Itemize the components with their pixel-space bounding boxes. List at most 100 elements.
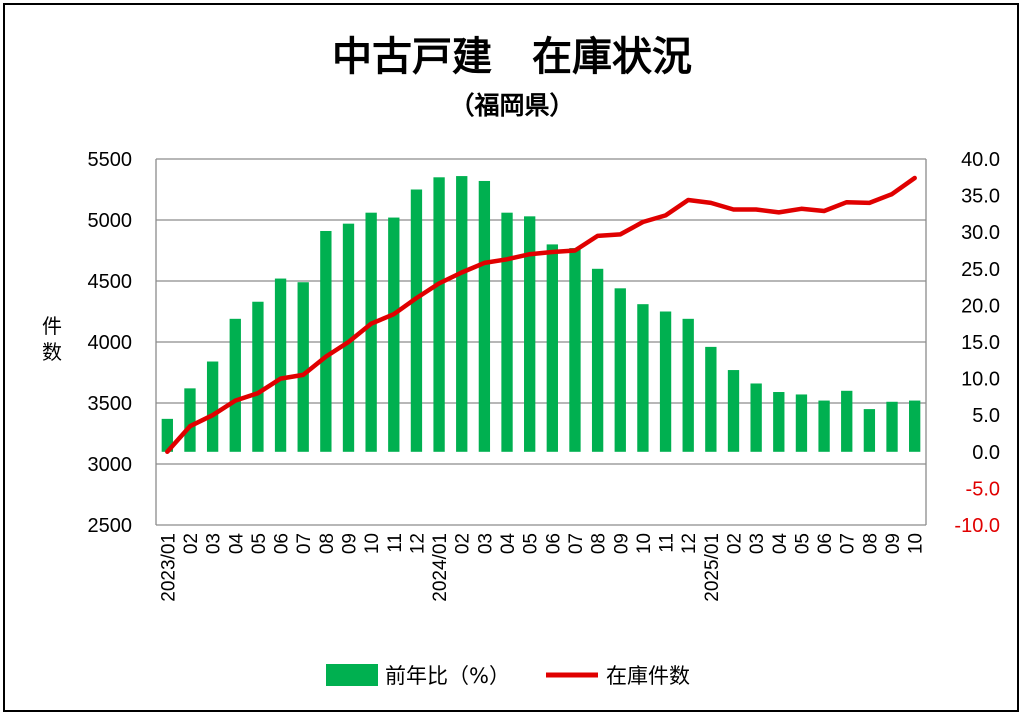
left-tick-label: 2500 bbox=[88, 515, 133, 537]
bar bbox=[297, 282, 309, 452]
legend: 前年比（%） 在庫件数 bbox=[326, 664, 690, 688]
right-axis-ticks: 40.0 35.0 30.0 25.0 20.0 15.0 10.0 5.0 0.0 -5.0 -1… bbox=[954, 149, 1000, 537]
line-series bbox=[165, 175, 917, 455]
x-tick-label: 06 bbox=[272, 533, 293, 554]
bar bbox=[456, 176, 468, 452]
x-tick-label: 03 bbox=[204, 533, 225, 554]
x-tick-label: 2023/01 bbox=[158, 533, 179, 602]
bar bbox=[841, 390, 853, 452]
x-axis-ticks: 2023/01 02 03 04 05 06 07 08 09 10 11 12 2024/01 02 03… bbox=[158, 533, 926, 602]
x-tick-label: 08 bbox=[860, 533, 881, 554]
right-tick-label: 10.0 bbox=[961, 369, 1000, 391]
bar bbox=[773, 392, 785, 452]
x-tick-label: 04 bbox=[498, 533, 519, 555]
line-path bbox=[165, 175, 917, 455]
bar bbox=[410, 189, 423, 452]
right-tick-label: -10.0 bbox=[954, 515, 1000, 537]
gridlines bbox=[156, 158, 926, 526]
right-tick-label: 25.0 bbox=[961, 259, 1000, 281]
x-tick-label: 02 bbox=[725, 533, 746, 554]
x-tick-label: 2025/01 bbox=[702, 533, 723, 602]
x-tick-label: 12 bbox=[679, 533, 700, 554]
x-tick-label: 08 bbox=[317, 533, 338, 554]
x-tick-label: 2024/01 bbox=[430, 533, 451, 602]
legend-bar-swatch bbox=[326, 664, 378, 686]
bar bbox=[727, 370, 740, 452]
bar bbox=[433, 177, 445, 452]
left-tick-label: 4500 bbox=[88, 271, 133, 293]
right-tick-label: 35.0 bbox=[961, 186, 1000, 208]
x-tick-label: 10 bbox=[906, 533, 927, 554]
left-tick-label: 5000 bbox=[88, 210, 133, 232]
bar bbox=[320, 230, 332, 452]
x-tick-label: 10 bbox=[362, 533, 383, 554]
legend-bar-label: 前年比（%） bbox=[385, 664, 510, 688]
x-tick-label: 06 bbox=[543, 533, 564, 554]
x-tick-label: 03 bbox=[747, 533, 768, 554]
bar bbox=[274, 278, 287, 452]
bar bbox=[546, 244, 558, 452]
bar bbox=[229, 318, 241, 452]
x-tick-label: 05 bbox=[521, 533, 542, 554]
x-tick-label: 09 bbox=[883, 533, 904, 554]
bar bbox=[478, 180, 491, 452]
chart-title: 中古戸建 在庫状況 bbox=[332, 34, 692, 80]
bar bbox=[818, 400, 830, 452]
x-tick-label: 04 bbox=[770, 533, 791, 555]
bar bbox=[524, 216, 536, 452]
right-tick-label: 0.0 bbox=[972, 442, 1000, 464]
left-tick-label: 3000 bbox=[88, 454, 133, 476]
x-tick-label: 05 bbox=[792, 533, 813, 554]
bar bbox=[614, 288, 626, 452]
bar bbox=[795, 394, 808, 452]
y-axis-label: 件 数 bbox=[42, 314, 62, 364]
x-tick-label: 08 bbox=[589, 533, 610, 554]
x-tick-label: 05 bbox=[249, 533, 270, 554]
x-tick-label: 02 bbox=[181, 533, 202, 554]
bar bbox=[705, 346, 717, 452]
bar bbox=[863, 409, 876, 452]
bar bbox=[206, 361, 219, 452]
x-tick-label: 06 bbox=[815, 533, 836, 554]
bar bbox=[750, 383, 762, 452]
bar bbox=[569, 248, 581, 452]
legend-line-label: 在庫件数 bbox=[606, 664, 690, 688]
right-tick-label: 20.0 bbox=[961, 295, 1000, 317]
x-tick-label: 07 bbox=[566, 533, 587, 554]
y-axis-label-char-1: 件 bbox=[42, 314, 62, 338]
right-tick-label: -5.0 bbox=[966, 478, 1000, 500]
right-tick-label: 30.0 bbox=[961, 222, 1000, 244]
left-tick-label: 5500 bbox=[88, 149, 133, 171]
x-tick-label: 11 bbox=[385, 533, 406, 553]
right-tick-label: 40.0 bbox=[961, 149, 1000, 171]
y-axis-label-char-2: 数 bbox=[42, 340, 62, 364]
chart-subtitle: （福岡県） bbox=[449, 91, 574, 120]
x-tick-label: 09 bbox=[611, 533, 632, 554]
bar bbox=[252, 301, 264, 452]
left-tick-label: 4000 bbox=[88, 332, 133, 354]
bar bbox=[365, 212, 377, 452]
bar bbox=[659, 311, 672, 452]
x-tick-label: 07 bbox=[294, 533, 315, 554]
bar-series bbox=[161, 176, 921, 452]
x-tick-label: 09 bbox=[340, 533, 361, 554]
right-tick-label: 15.0 bbox=[961, 332, 1000, 354]
bar bbox=[388, 217, 400, 452]
x-tick-label: 12 bbox=[407, 533, 428, 554]
x-tick-label: 07 bbox=[838, 533, 859, 554]
bar bbox=[501, 212, 513, 452]
bar bbox=[637, 304, 649, 452]
x-tick-label: 02 bbox=[453, 533, 474, 554]
axes bbox=[155, 159, 927, 525]
bar bbox=[682, 318, 694, 452]
bar bbox=[909, 400, 921, 452]
left-tick-label: 3500 bbox=[88, 393, 133, 415]
right-tick-label: 5.0 bbox=[972, 405, 1000, 427]
x-tick-label: 04 bbox=[226, 533, 247, 555]
bar bbox=[591, 268, 604, 452]
x-tick-label: 10 bbox=[634, 533, 655, 554]
left-axis-ticks: 5500 5000 4500 4000 3500 3000 2500 bbox=[88, 149, 133, 537]
bar bbox=[342, 223, 355, 452]
bar bbox=[161, 418, 173, 452]
